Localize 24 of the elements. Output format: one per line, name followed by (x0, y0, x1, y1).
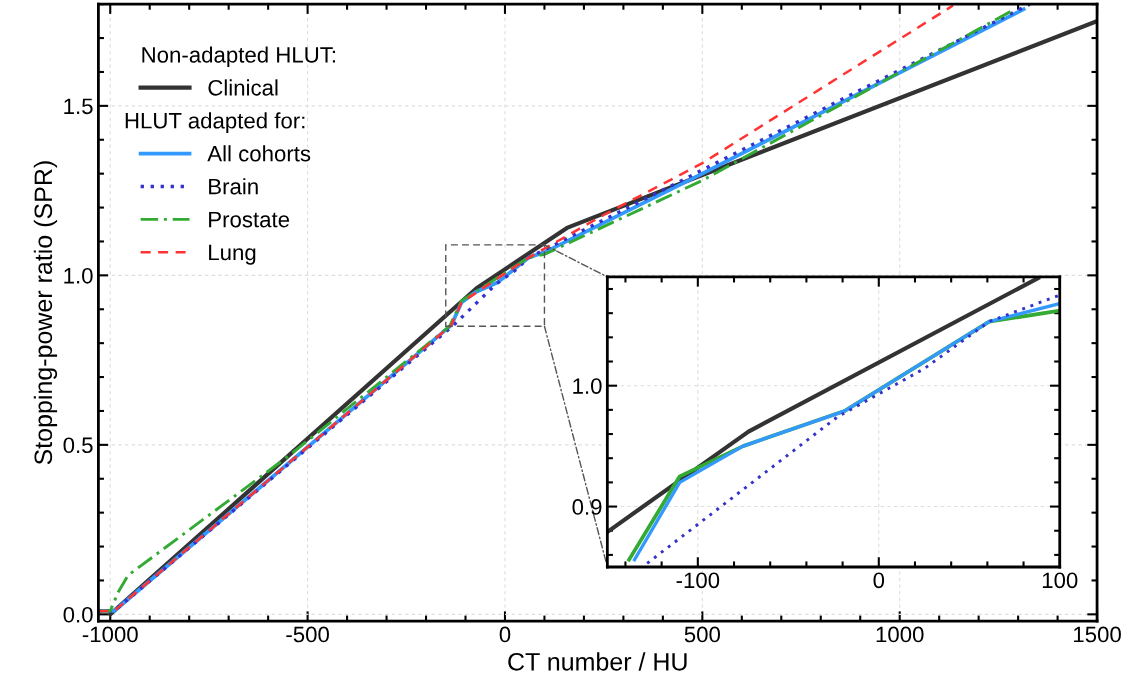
legend-title: Non-adapted HLUT: (142, 46, 335, 68)
x-tick-label: 500 (684, 626, 721, 643)
y-tick-label: 1.0 (64, 267, 93, 284)
x-tick-label: -1000 (82, 626, 138, 643)
x-tick-label: 100 (1042, 572, 1078, 589)
x-tick-label: -500 (286, 626, 329, 643)
x-tick-label: 0 (873, 572, 885, 589)
legend-label: Prostate (209, 211, 290, 228)
y-axis-title: Stopping-power ratio (SPR) (33, 161, 58, 465)
x-tick-label: -100 (676, 572, 720, 589)
x-axis-title: CT number / HU (508, 652, 687, 671)
legend-label: All cohorts (207, 145, 311, 162)
y-tick-label: 1.5 (64, 98, 93, 115)
y-tick-label: 0.9 (572, 499, 602, 515)
y-tick-label: 1.0 (573, 378, 602, 394)
x-tick-label: 1000 (876, 626, 924, 643)
x-tick-label: 0 (499, 626, 511, 643)
x-tick-label: 1500 (1074, 626, 1121, 643)
annotation: HLUT adapted for: (125, 112, 305, 133)
y-tick-label: 0.5 (63, 437, 93, 454)
legend-label: Lung (209, 244, 256, 265)
y-tick-label: 0.0 (63, 606, 93, 623)
legend-label: Brain (209, 178, 258, 195)
legend-label: Clinical (208, 79, 278, 96)
